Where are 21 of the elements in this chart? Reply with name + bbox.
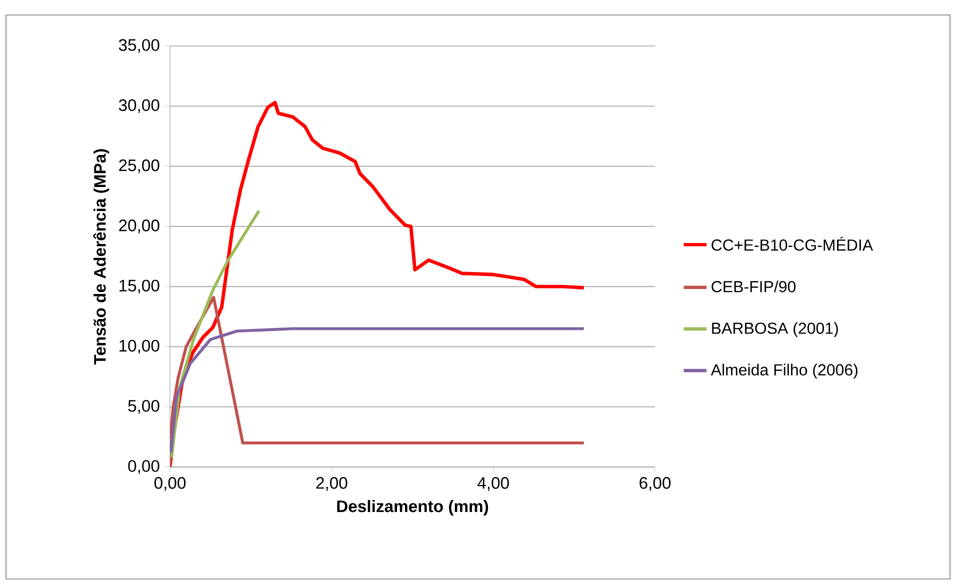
legend-label: Almeida Filho (2006) [710, 364, 858, 379]
y-axis-title: Tensão de Aderência (MPa) [93, 149, 110, 365]
line-series [170, 296, 586, 467]
y-tick-label: 10,00 [120, 340, 160, 354]
y-tick-label: 20,00 [119, 220, 160, 234]
y-tick-label: 25,00 [119, 159, 160, 174]
x-tick-label: 0,00 [154, 477, 186, 491]
x-axis-title: Deslizamento (mm) [337, 500, 488, 516]
y-tick-label: 30,00 [118, 99, 160, 114]
legend-label: CC+E-B10-CG-MÉDIA [712, 236, 874, 251]
x-tick-label: 6,00 [640, 477, 671, 491]
y-tick-label: 0,00 [128, 460, 160, 474]
legend-label: BARBOSA (2001) [712, 322, 838, 338]
y-tick-label: 35,00 [118, 39, 160, 53]
x-tick-label: 4,00 [477, 477, 509, 491]
line-series [170, 327, 586, 454]
legend-label: CEB-FIP/90 [712, 280, 796, 292]
x-tick-label: 2,00 [316, 477, 348, 491]
line-series [170, 209, 260, 459]
y-tick-label: 15,00 [120, 280, 160, 294]
y-tick-label: 5,00 [128, 400, 160, 414]
